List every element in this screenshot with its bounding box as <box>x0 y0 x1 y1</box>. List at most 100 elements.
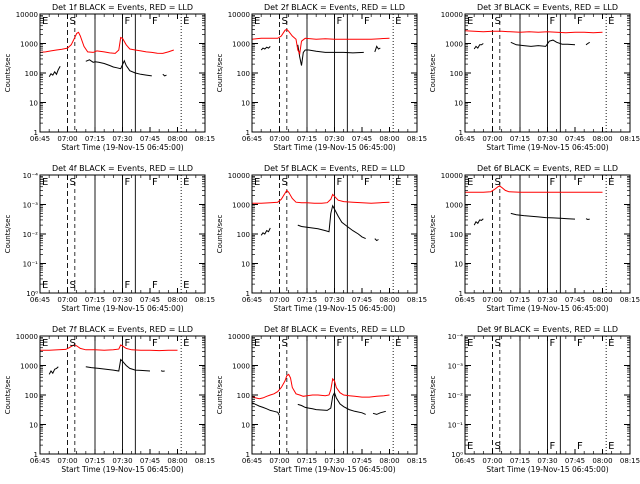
series-events-segment <box>373 411 386 414</box>
y-axis-label: Counts/sec <box>216 54 224 93</box>
y-tick-label: 1000 <box>232 202 250 210</box>
x-tick-label: 07:30 <box>324 296 344 304</box>
x-tick-label: 07:00 <box>482 457 502 465</box>
event-marker-e: E <box>395 16 401 27</box>
event-marker-f: F <box>152 16 158 27</box>
event-marker-e: E <box>467 16 473 27</box>
x-tick-label: 07:15 <box>510 296 530 304</box>
x-tick-label: 08:00 <box>379 296 399 304</box>
y-tick-label: 10000 <box>228 11 250 19</box>
series-lld-segment <box>252 374 390 398</box>
y-tick-label: 10 <box>454 100 463 108</box>
y-tick-label: 100 <box>237 70 250 78</box>
event-marker-s: S <box>282 16 288 27</box>
y-tick-label: 10 <box>241 261 250 269</box>
y-axis-label: Counts/sec <box>429 215 437 254</box>
x-tick-label: 07:00 <box>482 135 502 143</box>
x-tick-label: 08:15 <box>620 457 640 465</box>
x-tick-label: 06:45 <box>30 135 50 143</box>
panel-title: Det 3f BLACK = Events, RED = LLD <box>477 3 618 12</box>
x-tick-label: 07:15 <box>85 296 105 304</box>
event-marker-f: F <box>550 338 556 349</box>
event-marker-e: E <box>254 177 260 188</box>
panel-title: Det 8f BLACK = Events, RED = LLD <box>264 325 405 334</box>
series-lld-segment <box>40 32 174 53</box>
series-lld-segment <box>252 190 390 203</box>
series-events-segment <box>86 60 152 76</box>
x-axis-label: Start Time (19-Nov-15 06:45:00) <box>486 465 608 474</box>
x-tick-label: 07:45 <box>565 457 585 465</box>
event-marker-f: F <box>152 177 158 188</box>
event-marker-s: S <box>282 177 288 188</box>
x-tick-label: 08:15 <box>195 135 215 143</box>
event-marker-s: S <box>70 280 76 291</box>
series-events-segment <box>252 403 280 416</box>
x-axis-label: Start Time (19-Nov-15 06:45:00) <box>486 143 608 152</box>
y-tick-label: 10000 <box>228 333 250 341</box>
panel-title: Det 5f BLACK = Events, RED = LLD <box>264 164 405 173</box>
x-axis-label: Start Time (19-Nov-15 06:45:00) <box>61 304 183 313</box>
event-marker-f: F <box>337 177 343 188</box>
y-axis-label: Counts/sec <box>216 376 224 415</box>
event-marker-e: E <box>254 338 260 349</box>
x-axis-label: Start Time (19-Nov-15 06:45:00) <box>61 143 183 152</box>
x-tick-label: 07:00 <box>57 457 77 465</box>
x-tick-label: 08:00 <box>167 296 187 304</box>
event-marker-s: S <box>495 441 501 452</box>
event-marker-s: S <box>70 177 76 188</box>
y-axis-label: Counts/sec <box>4 376 12 415</box>
x-tick-label: 07:45 <box>352 296 372 304</box>
event-marker-f: F <box>152 280 158 291</box>
panel-det-9: Det 9f BLACK = Events, RED = LLDEESSFFFF… <box>429 325 640 474</box>
x-tick-label: 08:15 <box>407 457 427 465</box>
y-tick-label: 1000 <box>20 41 38 49</box>
event-marker-f: F <box>364 338 370 349</box>
x-axis-label: Start Time (19-Nov-15 06:45:00) <box>61 465 183 474</box>
x-tick-label: 07:15 <box>297 135 317 143</box>
x-tick-label: 07:30 <box>324 457 344 465</box>
event-marker-f: F <box>125 177 131 188</box>
x-tick-label: 07:15 <box>510 457 530 465</box>
y-tick-label: 10000 <box>441 11 463 19</box>
x-tick-label: 07:15 <box>297 457 317 465</box>
y-tick-label: 10 <box>29 422 38 430</box>
x-tick-label: 08:00 <box>167 135 187 143</box>
x-tick-label: 07:15 <box>85 135 105 143</box>
series-events-segment <box>49 367 58 375</box>
x-axis-label: Start Time (19-Nov-15 06:45:00) <box>273 465 395 474</box>
panel-title: Det 2f BLACK = Events, RED = LLD <box>264 3 405 12</box>
event-marker-f: F <box>152 338 158 349</box>
x-axis-label: Start Time (19-Nov-15 06:45:00) <box>273 143 395 152</box>
y-tick-label: 100 <box>25 392 38 400</box>
x-tick-label: 07:30 <box>112 135 132 143</box>
x-tick-label: 08:15 <box>620 296 640 304</box>
event-marker-e: E <box>608 16 614 27</box>
y-tick-label: 100 <box>237 392 250 400</box>
x-tick-label: 07:45 <box>140 135 160 143</box>
event-marker-f: F <box>125 280 131 291</box>
panel-title: Det 7f BLACK = Events, RED = LLD <box>52 325 193 334</box>
x-axis-label: Start Time (19-Nov-15 06:45:00) <box>273 304 395 313</box>
y-tick-label: 10 <box>454 261 463 269</box>
x-tick-label: 08:00 <box>167 457 187 465</box>
series-events-segment <box>163 74 167 76</box>
event-marker-f: F <box>125 338 131 349</box>
x-tick-label: 08:15 <box>195 457 215 465</box>
x-tick-label: 07:30 <box>112 296 132 304</box>
x-tick-label: 08:15 <box>195 296 215 304</box>
x-tick-label: 07:45 <box>140 457 160 465</box>
event-marker-s: S <box>70 338 76 349</box>
x-tick-label: 06:45 <box>242 135 262 143</box>
x-tick-label: 08:00 <box>379 135 399 143</box>
panel-det-4: Det 4f BLACK = Events, RED = LLDEESSFFFF… <box>4 164 215 313</box>
y-tick-label: 10⁻³ <box>448 363 464 371</box>
y-tick-label: 10000 <box>441 172 463 180</box>
y-axis-label: Counts/sec <box>4 215 12 254</box>
event-marker-f: F <box>550 441 556 452</box>
x-tick-label: 07:45 <box>565 296 585 304</box>
x-tick-label: 07:00 <box>57 135 77 143</box>
